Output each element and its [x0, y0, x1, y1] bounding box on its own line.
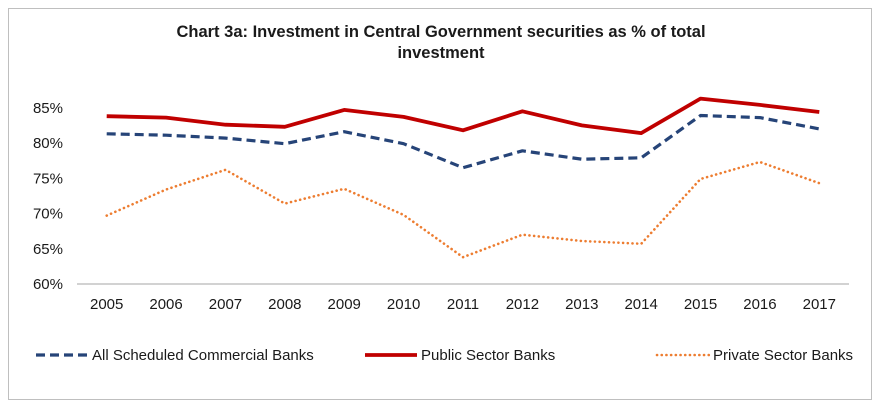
x-tick-label: 2015 [684, 296, 717, 313]
y-axis-tick-labels: 60% 65% 70% 75% 80% 85% [33, 100, 63, 293]
legend-label: All Scheduled Commercial Banks [92, 347, 314, 364]
y-tick-label: 65% [33, 241, 63, 258]
x-tick-label: 2006 [149, 296, 182, 313]
series-line-1 [106, 96, 820, 136]
chart-title: Chart 3a: Investment in Central Governme… [9, 22, 873, 64]
x-tick-label: 2016 [743, 296, 776, 313]
x-tick-label: 2017 [803, 296, 836, 313]
y-tick-label: 80% [33, 135, 63, 152]
y-tick-label: 60% [33, 276, 63, 293]
series-line-2 [105, 160, 821, 259]
series-line-0 [106, 113, 820, 170]
chart-frame: Chart 3a: Investment in Central Governme… [8, 8, 872, 400]
chart-title-line-1: Chart 3a: Investment in Central Governme… [176, 23, 706, 41]
x-tick-label: 2007 [209, 296, 242, 313]
chart-title-line-2: investment [397, 44, 485, 62]
legend-label: Private Sector Banks [713, 347, 853, 364]
x-tick-label: 2011 [447, 296, 479, 313]
x-tick-label: 2008 [268, 296, 301, 313]
y-tick-label: 70% [33, 206, 63, 223]
x-tick-label: 2012 [506, 296, 539, 313]
x-tick-label: 2014 [624, 296, 657, 313]
legend: All Scheduled Commercial Banks Public Sec… [36, 347, 853, 364]
x-tick-label: 2009 [328, 296, 361, 313]
legend-label: Public Sector Banks [421, 347, 555, 364]
series-lines [105, 96, 821, 259]
x-tick-label: 2010 [387, 296, 420, 313]
y-tick-label: 75% [33, 170, 63, 187]
y-tick-label: 85% [33, 100, 63, 117]
x-axis: 2005 2006 2007 2008 2009 2010 2011 2012 2013 2014… [77, 283, 849, 313]
x-tick-label: 2013 [565, 296, 598, 313]
x-tick-label: 2005 [90, 296, 123, 313]
